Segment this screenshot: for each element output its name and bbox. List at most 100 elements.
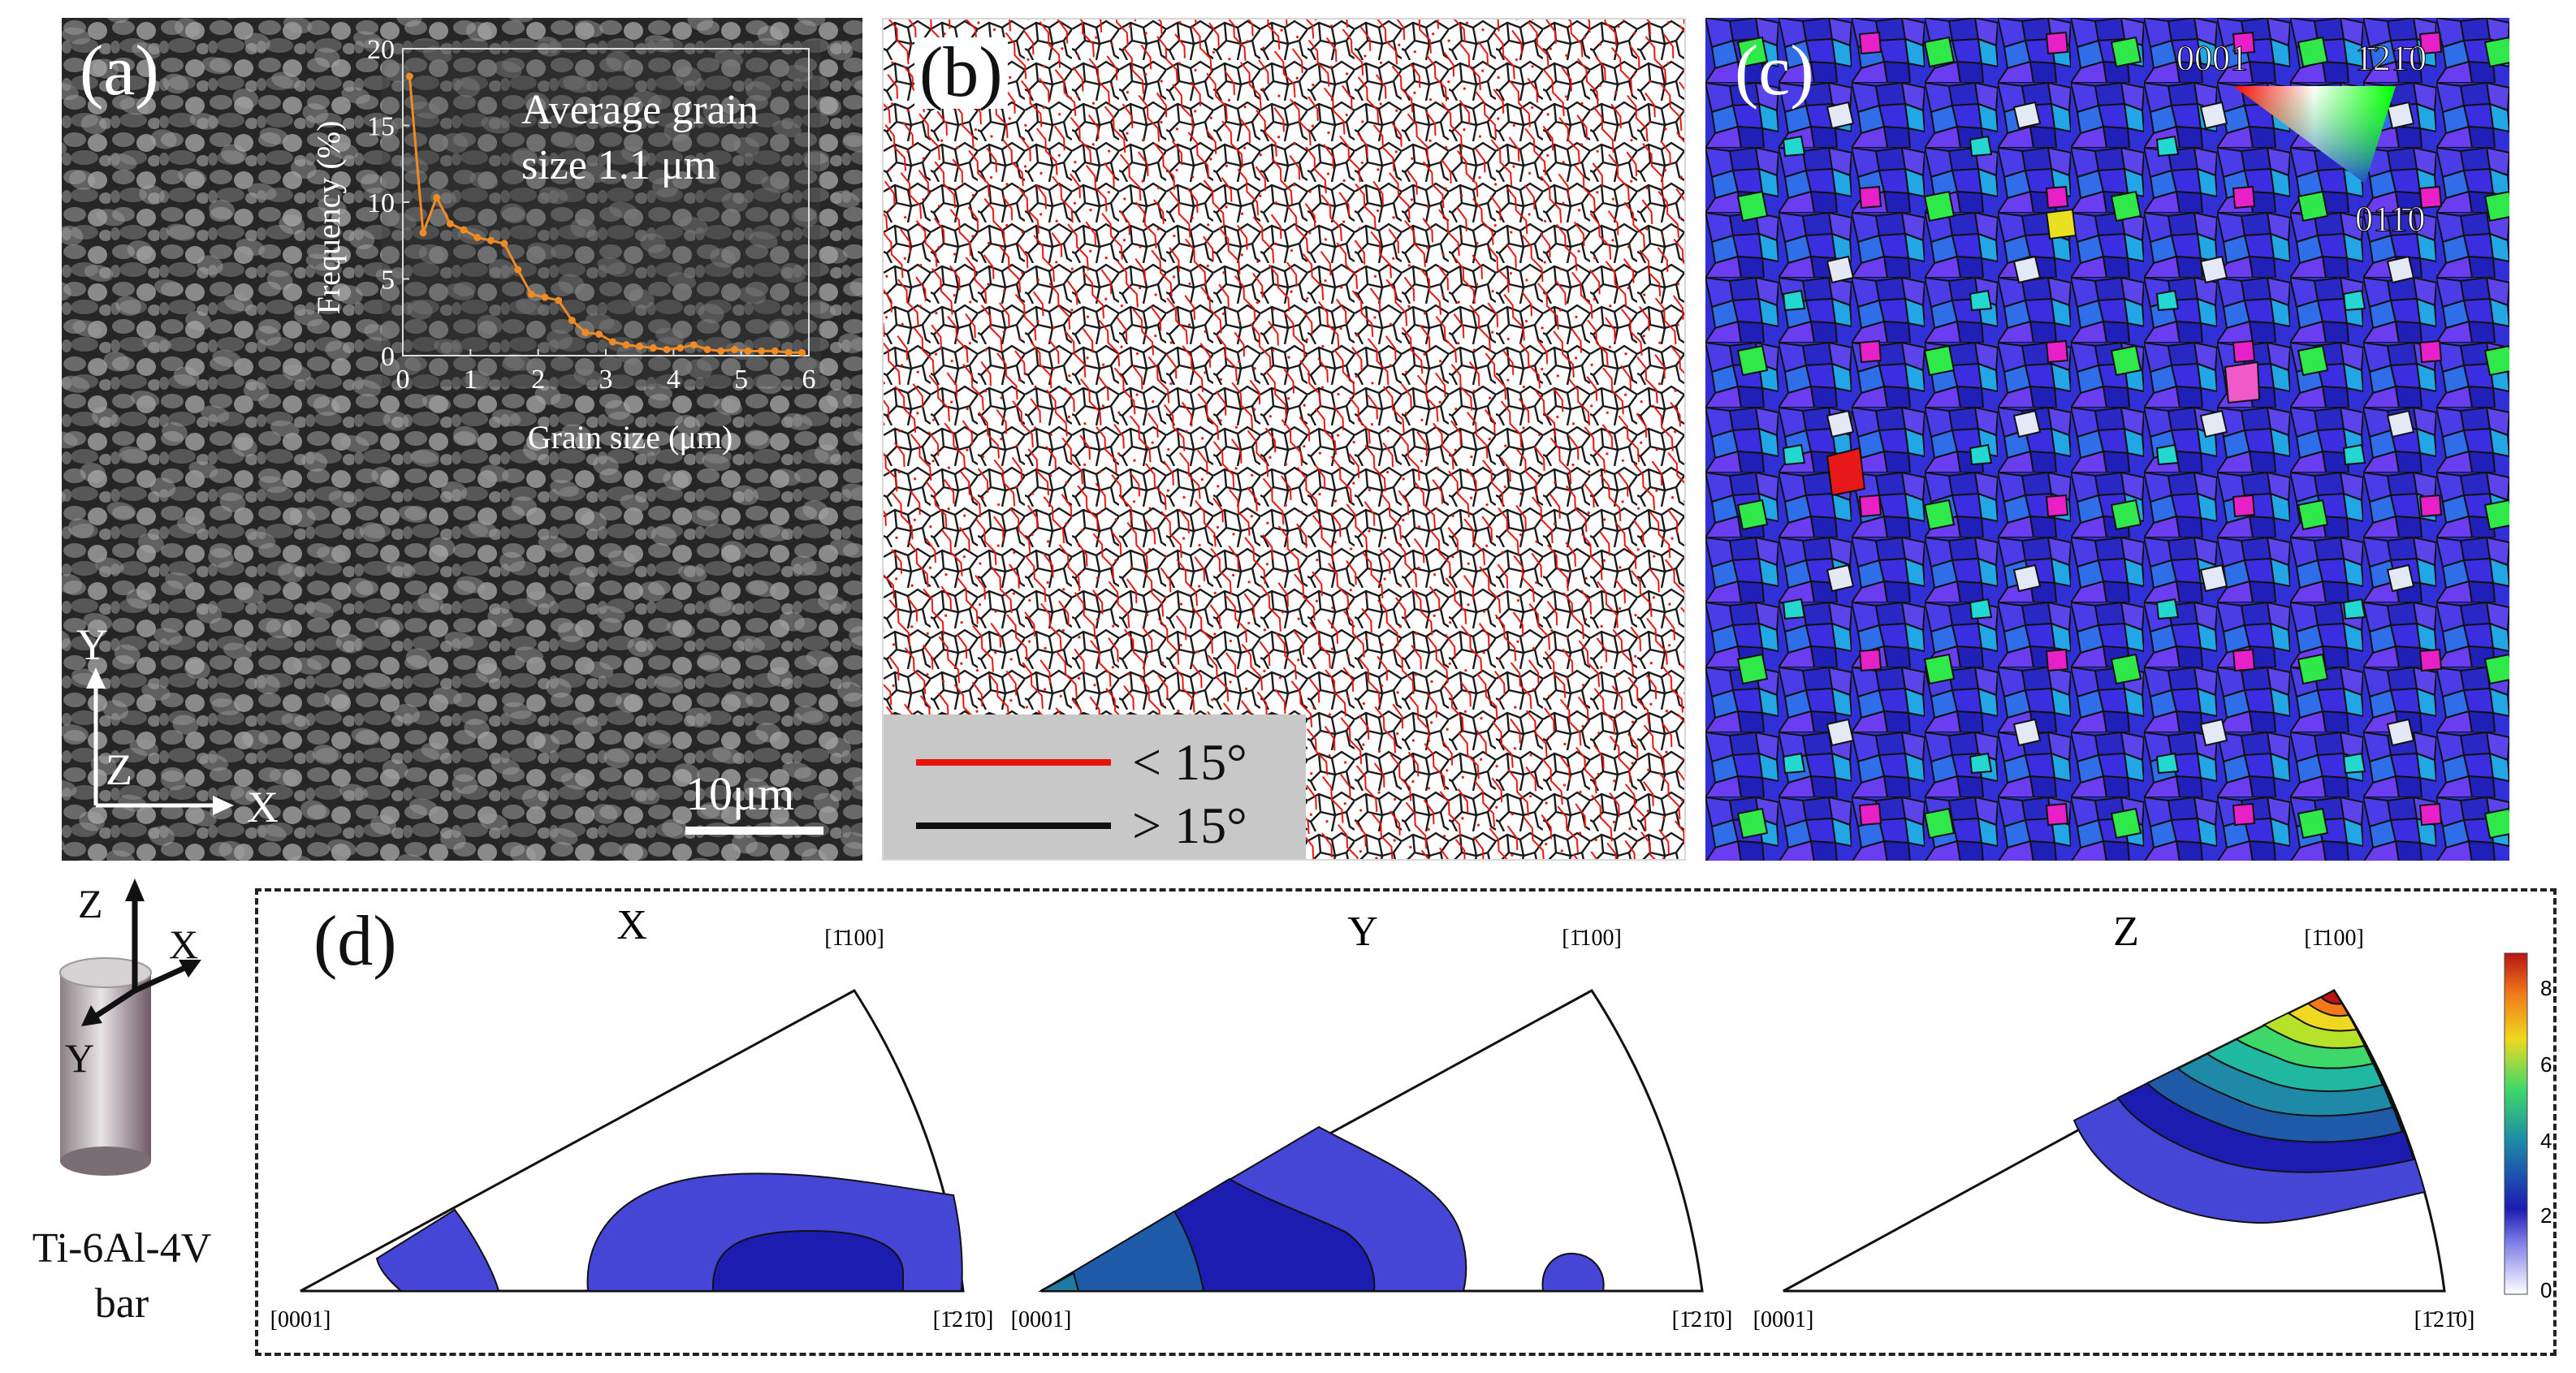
inset-data-point xyxy=(446,219,454,227)
inset-data-point xyxy=(527,290,535,298)
panel-a-sem-image: (a) 0 1 2 3 4 5 6 0 5 10 15 20 Average grain size 1… xyxy=(62,18,862,861)
ipf-x-right-label: [1̄21̄0] xyxy=(933,1307,994,1332)
ipf-y-title: Y xyxy=(1347,909,1378,955)
inset-data-point xyxy=(784,348,793,356)
axis-z-label: Z xyxy=(106,745,132,794)
panel-b-label: (b) xyxy=(914,37,1008,109)
inset-data-point xyxy=(717,347,725,355)
inset-annotation-line2: size 1.1 μm xyxy=(521,142,716,188)
legend-red-line xyxy=(916,759,1111,766)
ipf-figure-z: Z [1̄100] [0001] [1̄21̄0] xyxy=(1753,909,2475,1332)
inset-y-axis-label: Frequency (%) xyxy=(310,121,347,315)
ipf-figure-x: X [1̄100] [0001] [1̄21̄0] xyxy=(270,902,994,1332)
inset-data-point xyxy=(433,193,441,201)
x-arrow-icon xyxy=(213,796,234,815)
axis-x-label: X xyxy=(247,783,279,831)
ipf-triangles: X [1̄100] [0001] [1̄21̄0] Y [1̄100] [000… xyxy=(270,902,2552,1332)
sample-name-line1: Ti-6Al-4V xyxy=(32,1225,212,1272)
ipf-y-contour-tip xyxy=(1040,1272,1080,1292)
ipf-y-apex-label: [1̄100] xyxy=(1562,926,1622,951)
ipf-key-0110: 011̄0 xyxy=(2355,199,2425,239)
inset-x-tick-label: 4 xyxy=(667,365,681,395)
panel-d-label: (d) xyxy=(313,902,397,981)
inset-data-point xyxy=(541,293,549,301)
inset-x-axis-label: Grain size (μm) xyxy=(528,419,733,456)
ipf-x-contour-core xyxy=(711,1229,904,1292)
inset-x-tick-label: 6 xyxy=(802,365,816,395)
inset-data-point xyxy=(730,345,738,353)
sem-grain-texture xyxy=(62,18,862,861)
inset-x-tick-label: 5 xyxy=(734,365,748,395)
inset-data-point xyxy=(500,240,508,248)
grain-size-inset-chart: 0 1 2 3 4 5 6 0 5 10 15 20 Average grain size 1.1 μ… xyxy=(310,35,820,456)
ipf-z-title: Z xyxy=(2113,909,2139,955)
inset-data-point xyxy=(689,341,698,349)
y-arrow-icon xyxy=(81,1005,102,1026)
ipf-grain-map: 0001 1̄21̄0 011̄0 xyxy=(1705,18,2509,861)
panel-a-label: (a) xyxy=(80,32,159,110)
inset-data-point xyxy=(649,344,657,352)
ipf-z-right-label: [1̄21̄0] xyxy=(2414,1307,2475,1332)
ipf-x-title: X xyxy=(616,902,647,948)
inset-data-point xyxy=(595,330,603,339)
inset-data-point xyxy=(758,347,766,355)
inset-data-point xyxy=(555,296,563,304)
colorbar-tick-2: 2 xyxy=(2540,1203,2552,1228)
ipf-z-left-label: [0001] xyxy=(1753,1307,1814,1332)
ipf-x-contour-left xyxy=(375,1208,500,1292)
panel-c-label: (c) xyxy=(1735,32,1814,110)
y-arrow-icon xyxy=(86,667,106,689)
ipf-z-level-10 xyxy=(2319,989,2344,1005)
axis-y-label: Y xyxy=(76,620,108,669)
colorbar-tick-4: 4 xyxy=(2540,1129,2552,1153)
inset-y-tick-label: 0 xyxy=(381,342,395,372)
side-axis-x: X xyxy=(169,922,198,967)
panel-b-grain-boundary-map: (b) < 15° > 15° xyxy=(882,18,1686,861)
inset-data-point xyxy=(676,344,685,352)
panel-d-inverse-pole-figures: (d) X [1̄100] [0001] [1̄21̄0] Y [1̄100] … xyxy=(255,888,2557,1356)
inset-data-point xyxy=(419,229,427,237)
inset-data-point xyxy=(622,341,630,349)
inset-y-tick-label: 20 xyxy=(367,35,395,65)
inset-background xyxy=(382,41,820,386)
cylinder-bottom xyxy=(60,1146,151,1176)
red-grain xyxy=(1826,447,1866,497)
side-axis-y: Y xyxy=(65,1035,94,1081)
inset-x-tick-label: 1 xyxy=(464,365,478,395)
inset-data-point xyxy=(744,347,752,355)
inset-data-point xyxy=(663,345,671,353)
ipf-y-right-label: [1̄21̄0] xyxy=(1672,1307,1733,1332)
inset-data-point xyxy=(636,343,644,351)
ipf-key-1210: 1̄21̄0 xyxy=(2355,38,2427,78)
ipf-x-left-label: [0001] xyxy=(270,1307,331,1332)
panel-c-ipf-map: 0001 1̄21̄0 011̄0 (c) xyxy=(1705,18,2509,861)
legend-item-low-angle: < 15° xyxy=(916,732,1247,792)
inset-y-tick-label: 15 xyxy=(367,112,395,142)
inset-x-tick-label: 0 xyxy=(396,365,410,395)
inset-data-point xyxy=(486,236,495,244)
legend-text-low: < 15° xyxy=(1132,733,1247,791)
scale-bar-label: 10μm xyxy=(685,767,795,820)
legend-black-line xyxy=(916,823,1111,829)
sample-axes: Y Z X xyxy=(76,620,279,831)
inset-data-point xyxy=(568,317,576,325)
ipf-y-contour-blob xyxy=(1541,1252,1605,1292)
cylinder-top xyxy=(59,957,152,988)
colorbar-tick-8: 8 xyxy=(2540,976,2552,1000)
x-arrow-icon xyxy=(179,960,201,978)
colorbar-tick-6: 6 xyxy=(2540,1052,2552,1077)
inset-annotation-line1: Average grain xyxy=(521,87,759,133)
colorbar-tick-0: 0 xyxy=(2540,1278,2552,1302)
scale-bar xyxy=(685,827,823,835)
sample-sketch: Z X Y Ti-6Al-4V bar xyxy=(0,869,244,1373)
inset-data-point xyxy=(514,266,522,274)
misorientation-legend: < 15° > 15° xyxy=(884,715,1306,859)
pink-grain xyxy=(2224,361,2261,404)
ipf-y-left-label: [0001] xyxy=(1011,1307,1072,1332)
colorbar xyxy=(2504,952,2528,1295)
sample-name-line2: bar xyxy=(95,1280,149,1327)
legend-item-high-angle: > 15° xyxy=(916,796,1247,856)
inset-data-point xyxy=(473,233,482,241)
ipf-key-0001: 0001 xyxy=(2176,38,2248,78)
legend-text-high: > 15° xyxy=(1132,797,1247,854)
